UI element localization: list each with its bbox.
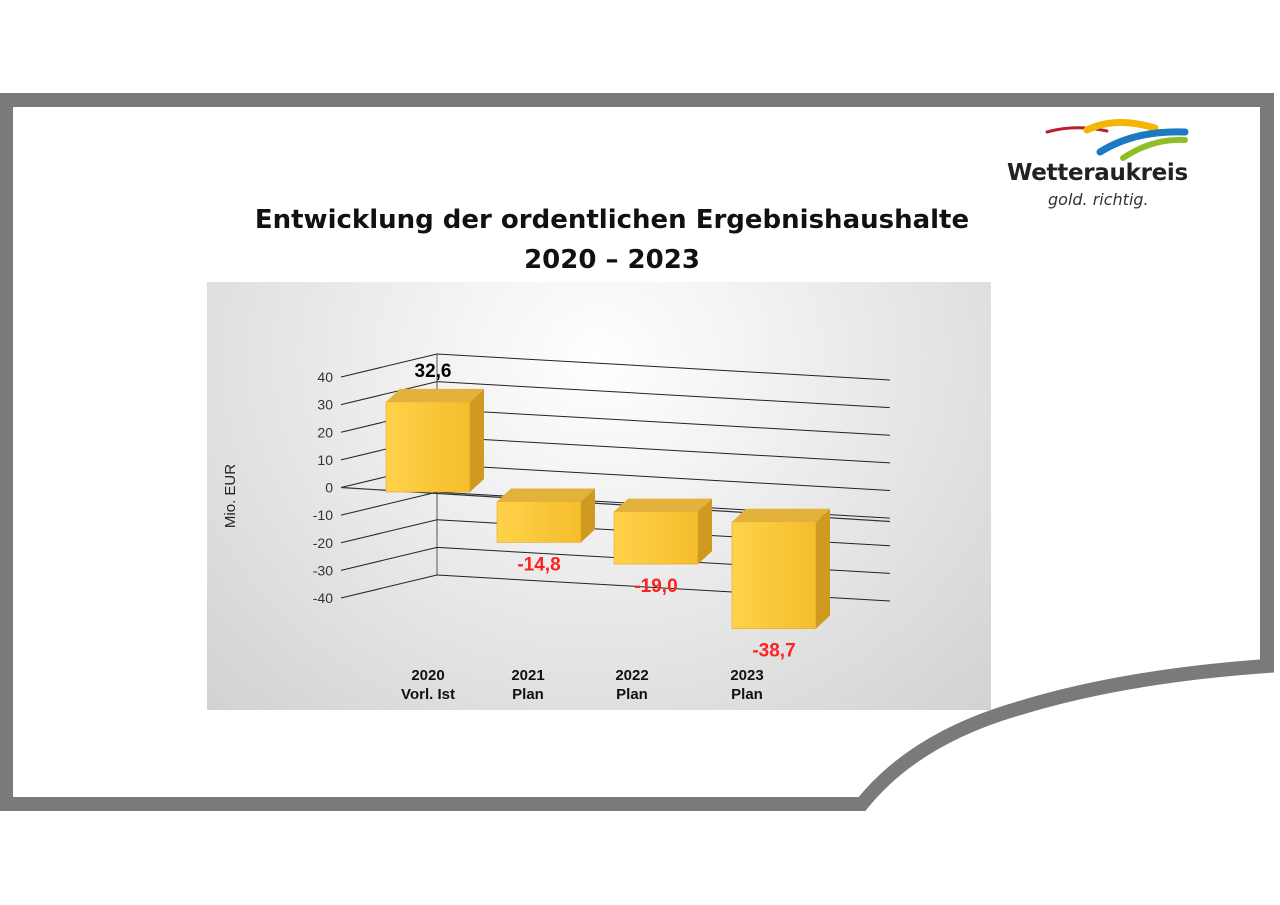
chart-title-line-1: Entwicklung der ordentlichen Ergebnishau…: [254, 205, 970, 235]
bar: [731, 508, 830, 629]
chart-title: Entwicklung der ordentlichen Ergebnishau…: [212, 200, 1012, 280]
y-tick-label: 10: [317, 452, 333, 468]
logo-swoosh-icon: [1045, 118, 1189, 161]
bar-top: [732, 508, 830, 522]
category-label: Vorl. Ist: [401, 686, 455, 703]
logo-wordmark: Wetteraukreis: [1007, 160, 1188, 186]
y-tick-label: 40: [317, 369, 333, 385]
bar-side: [816, 508, 830, 629]
logo-tagline: gold. richtig.: [1048, 190, 1149, 209]
bar-top: [614, 498, 712, 512]
category-label: Plan: [616, 686, 648, 703]
bar-top: [497, 488, 595, 502]
bar-chart: 40 30 20 10 0 -10 -20 -30 -40 Mio. EUR 32,6 -14,8 -1…: [222, 353, 891, 703]
gridline: [436, 436, 891, 464]
y-tick-label: 30: [317, 397, 333, 413]
bar-side: [698, 498, 712, 565]
y-tick-label: 20: [317, 424, 333, 440]
gridline-wall: [340, 574, 438, 599]
bar-front: [496, 501, 582, 543]
y-tick-label: -40: [313, 590, 333, 606]
category-label: 2022: [615, 667, 648, 684]
data-label: -14,8: [517, 554, 560, 575]
wetteraukreis-logo: Wetteraukreis gold. richtig.: [1005, 118, 1230, 213]
bar-side: [470, 388, 484, 492]
bar-top: [386, 388, 484, 402]
gridline-wall: [340, 381, 438, 406]
gridline: [436, 408, 891, 436]
y-tick-label: -10: [313, 507, 333, 523]
gridline: [436, 464, 891, 491]
y-axis-label: Mio. EUR: [222, 464, 239, 528]
data-label: -38,7: [752, 641, 795, 662]
chart-area: 40 30 20 10 0 -10 -20 -30 -40 Mio. EUR 32,6 -14,8 -1…: [207, 282, 991, 710]
gridline-wall: [340, 546, 438, 571]
bar-side: [581, 488, 595, 543]
data-label: 32,6: [415, 361, 452, 382]
gridline: [436, 353, 891, 381]
y-tick-label: 0: [325, 480, 333, 496]
gridline-wall: [340, 491, 438, 516]
category-label: Plan: [731, 686, 763, 703]
y-tick-label: -20: [313, 535, 333, 551]
category-label: 2021: [511, 667, 544, 684]
gridline-wall: [340, 353, 438, 378]
category-label: 2020: [411, 667, 444, 684]
bar: [385, 388, 484, 493]
bar-front: [731, 521, 817, 629]
gridline-wall: [340, 519, 438, 544]
bar-front: [613, 511, 699, 565]
y-tick-label: -30: [313, 562, 333, 578]
chart-title-line-2: 2020 – 2023: [524, 245, 700, 275]
gridline: [436, 381, 891, 409]
category-label: 2023: [730, 667, 763, 684]
category-label: Plan: [512, 686, 544, 703]
bar: [496, 488, 595, 543]
bar-front: [385, 401, 471, 493]
data-label: -19,0: [634, 576, 677, 597]
bar: [613, 498, 712, 565]
